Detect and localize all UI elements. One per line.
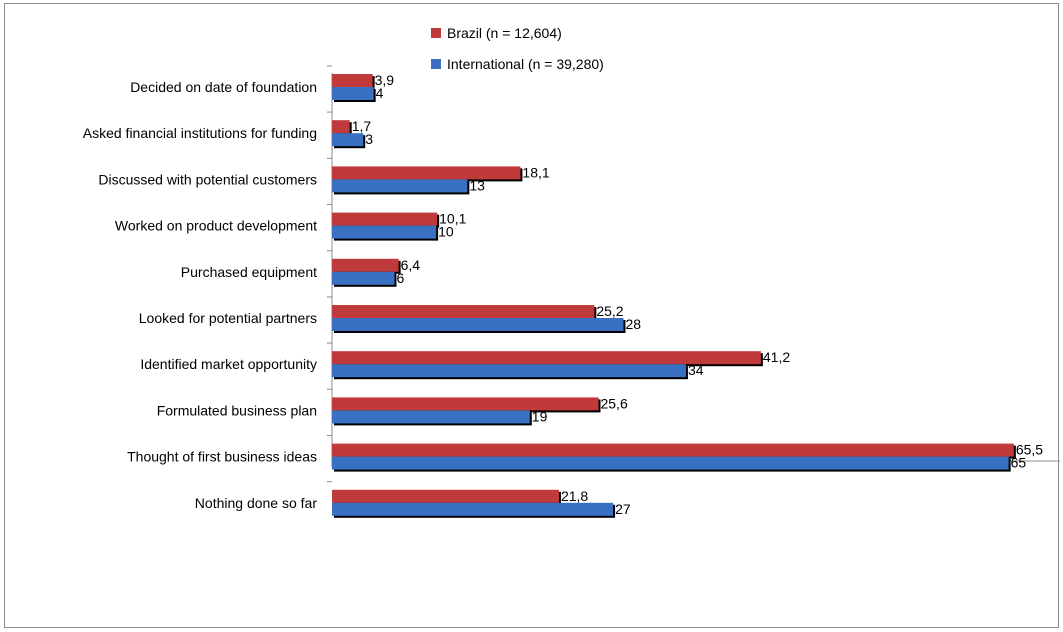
bar-0-9: [332, 489, 559, 503]
value-label-1-5: 28: [625, 316, 641, 332]
legend-label-1: International (n = 39,280): [447, 56, 604, 72]
value-label-0-0: 3,9: [375, 72, 395, 88]
bar-0-5: [332, 305, 595, 318]
legend-swatch-1: [431, 59, 441, 69]
category-label-7: Formulated business plan: [157, 402, 317, 418]
value-label-1-1: 3: [365, 131, 373, 147]
category-label-2: Discussed with potential customers: [98, 171, 317, 187]
value-label-1-9: 27: [615, 501, 631, 517]
bar-1-6: [332, 364, 686, 378]
bar-0-0: [332, 74, 373, 87]
bar-0-7: [332, 397, 599, 411]
chart-frame: Brazil (n = 12,604) International (n = 39…: [4, 3, 1060, 628]
value-label-1-7: 19: [532, 408, 548, 424]
value-label-1-2: 13: [469, 177, 485, 193]
bar-0-1: [332, 120, 350, 134]
value-label-0-3: 10,1: [439, 211, 466, 227]
bar-1-7: [332, 410, 530, 424]
category-label-0: Decided on date of foundation: [130, 79, 317, 95]
bar-1-5: [332, 318, 624, 331]
bar-1-4: [332, 271, 395, 285]
legend-label-0: Brazil (n = 12,604): [447, 25, 562, 41]
value-label-0-5: 25,2: [596, 303, 623, 319]
category-label-8: Thought of first business ideas: [127, 449, 317, 465]
value-label-0-8: 65,5: [1016, 442, 1043, 458]
value-labels: 3,94 1,73 18,1 13 10,110 6,46 25,228 41,2 34 25,6…: [352, 72, 1044, 517]
bar-1-1: [332, 133, 364, 147]
value-label-1-0: 4: [376, 85, 384, 101]
value-label-0-2: 18,1: [522, 164, 549, 180]
value-label-0-9: 21,8: [561, 488, 588, 504]
value-label-0-7: 25,6: [600, 395, 627, 411]
category-label-5: Looked for potential partners: [139, 310, 317, 326]
category-label-4: Purchased equipment: [181, 264, 317, 280]
category-label-6: Identified market opportunity: [140, 356, 317, 372]
bar-0-8: [332, 443, 1014, 457]
value-label-0-6: 41,2: [763, 349, 790, 365]
value-label-0-4: 6,4: [401, 257, 421, 273]
bar-1-0: [332, 87, 374, 100]
legend: Brazil (n = 12,604) International (n = 39…: [431, 25, 604, 72]
bar-1-2: [332, 179, 468, 193]
bar-1-9: [332, 502, 614, 516]
value-label-0-1: 1,7: [352, 118, 372, 134]
legend-swatch-0: [431, 28, 441, 38]
bar-0-4: [332, 258, 399, 272]
value-label-1-3: 10: [438, 224, 454, 240]
category-label-1: Asked financial institutions for funding: [83, 125, 317, 141]
value-label-1-8: 65: [1011, 455, 1027, 471]
category-label-9: Nothing done so far: [195, 495, 318, 511]
value-label-1-4: 6: [396, 270, 404, 286]
bar-1-3: [332, 225, 437, 239]
bar-0-2: [332, 166, 521, 180]
category-label-3: Worked on product development: [115, 218, 317, 234]
bar-0-3: [332, 212, 438, 226]
value-label-1-6: 34: [688, 362, 704, 378]
bars: [332, 74, 1016, 518]
category-labels: Decided on date of foundation Asked finan…: [83, 65, 332, 511]
bar-0-6: [332, 351, 761, 365]
bar-1-8: [332, 456, 1009, 470]
bar-chart: Brazil (n = 12,604) International (n = 39…: [83, 25, 1060, 518]
